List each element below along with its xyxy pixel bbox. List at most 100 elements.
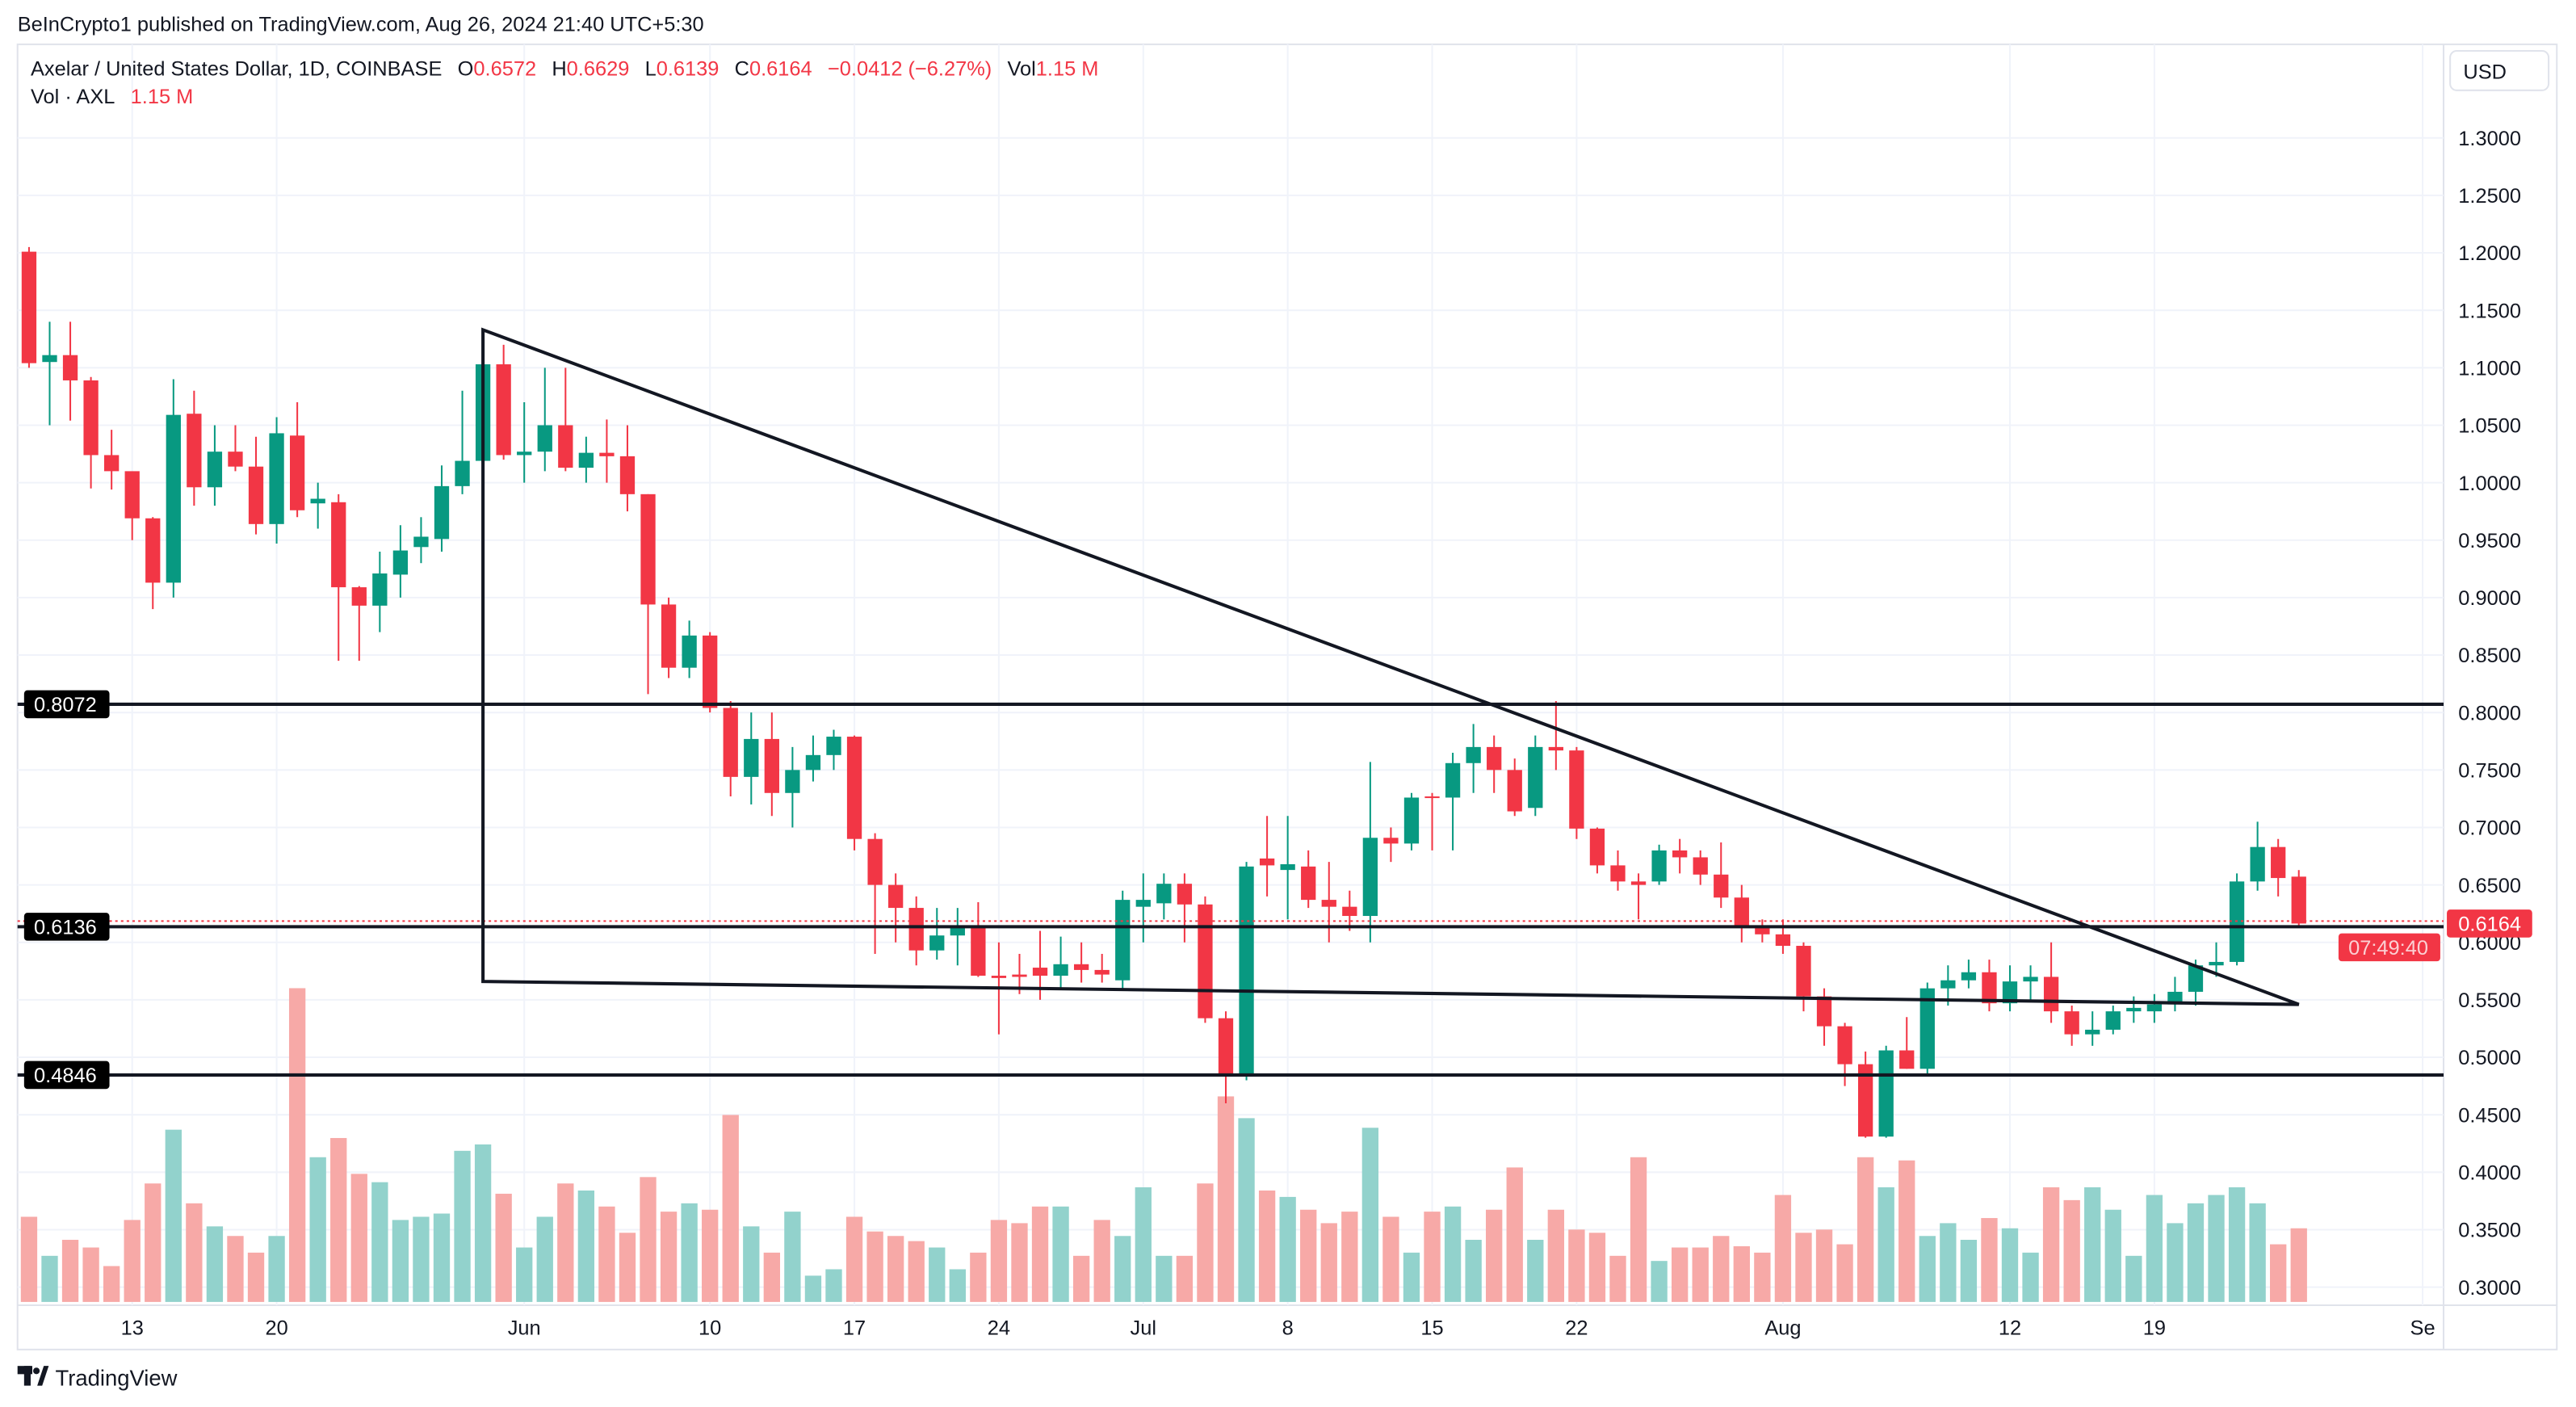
candle-body (1775, 934, 1791, 947)
volume-bar (2167, 1223, 2184, 1302)
candle-body (578, 452, 594, 468)
volume-bar (598, 1206, 615, 1302)
candle-body (1837, 1026, 1852, 1065)
candle-body (1135, 900, 1151, 907)
candle-body (434, 485, 450, 540)
candle-body (1259, 858, 1275, 866)
time-tick-label: Se (2410, 1317, 2435, 1340)
volume-bar (495, 1193, 512, 1302)
countdown-label: 07:49:40 (2348, 937, 2428, 960)
close-value: 0.6164 (749, 58, 812, 81)
candle-body (2146, 1004, 2163, 1012)
volume-bar (2001, 1228, 2019, 1302)
volume-bar (908, 1241, 925, 1302)
candle-body (1610, 865, 1626, 882)
candle-body (1012, 974, 1027, 977)
volume-bar (743, 1226, 760, 1302)
volume-bar (619, 1233, 636, 1302)
volume-indicator-label[interactable]: Vol · AXL (31, 86, 115, 108)
price-tick-label: 0.5500 (2458, 989, 2521, 1012)
drawings[interactable] (17, 327, 2444, 1077)
time-axis[interactable]: 13 20 Jun 10 17 24 Jul 8 15 22 Aug 12 19 Se (121, 1317, 2435, 1340)
price-axis[interactable]: 1.3000 1.2500 1.2000 1.1500 1.1000 1.0500 1.00… (2458, 128, 2521, 1300)
change-value: −0.0412 (−6.27%) (828, 58, 992, 81)
candle-body (331, 502, 346, 588)
candle-body (517, 452, 532, 456)
symbol-title[interactable]: Axelar / United States Dollar, 1D, COINB… (31, 58, 442, 81)
time-tick-label: 13 (121, 1317, 144, 1340)
price-tick-label: 0.3000 (2458, 1277, 2521, 1300)
candle-body (1115, 900, 1131, 981)
volume-bar (474, 1144, 492, 1302)
candle-body (1693, 857, 1708, 875)
candle-body (1734, 897, 1749, 928)
price-tick-label: 0.9500 (2458, 530, 2521, 552)
volume-bar (392, 1220, 409, 1302)
candle-body (703, 635, 718, 708)
candle-body (785, 770, 800, 793)
volume-bar (1692, 1247, 1709, 1302)
volume-bar (1135, 1187, 1152, 1302)
candle-body (888, 884, 904, 909)
volume-bar (1527, 1240, 1544, 1302)
close-label: C (735, 58, 749, 81)
candle-body (599, 452, 615, 456)
price-tick-label: 1.2500 (2458, 185, 2521, 208)
price-tick-label: 1.0500 (2458, 415, 2521, 438)
price-tick-label: 1.2000 (2458, 242, 2521, 265)
candle-body (1424, 796, 1440, 799)
volume-bar (887, 1236, 904, 1302)
volume-bar (165, 1129, 182, 1302)
volume-bar (1465, 1240, 1482, 1302)
volume-bar (763, 1252, 781, 1302)
time-tick-label: Aug (1764, 1317, 1801, 1340)
candle-body (1073, 964, 1089, 970)
volume-bar (990, 1220, 1008, 1302)
candle-body (723, 708, 738, 777)
candle-body (1714, 874, 1729, 898)
candle-body (1094, 969, 1110, 975)
candle-body (1383, 838, 1399, 844)
volume-bar (1093, 1220, 1110, 1302)
currency-button[interactable] (2449, 49, 2550, 91)
last-price-box (2447, 909, 2532, 938)
countdown-box (2338, 933, 2440, 962)
candle-body (413, 536, 429, 548)
time-tick-label: 19 (2143, 1317, 2166, 1340)
volume-bar (681, 1203, 698, 1302)
candle-body (372, 573, 388, 606)
volume-bar (1815, 1229, 1833, 1302)
volume-bar (413, 1216, 430, 1302)
candle-body (971, 926, 986, 976)
volume-bar (2187, 1203, 2205, 1302)
candle-body (2250, 846, 2265, 882)
candle-body (1919, 988, 1935, 1069)
candle-body (1569, 750, 1584, 829)
volume-bar (804, 1275, 822, 1302)
volume-bar (206, 1226, 224, 1302)
volume-bar (1960, 1240, 1978, 1302)
candle-body (826, 737, 841, 755)
candle-body (1672, 850, 1688, 858)
volume-bar (1898, 1160, 1915, 1302)
volume-bar (454, 1150, 471, 1302)
candle-body (1177, 884, 1193, 905)
time-tick-label: 22 (1565, 1317, 1588, 1340)
volume-bar (1713, 1236, 1730, 1302)
level-price-label: 0.8072 (34, 694, 97, 716)
volume-bar (145, 1183, 162, 1302)
candle-body (392, 550, 409, 575)
volume-bar (2270, 1244, 2287, 1302)
volume-bar (433, 1213, 451, 1302)
volume-bar (186, 1203, 203, 1302)
tradingview-logo[interactable]: TradingView (17, 1366, 178, 1391)
candle-body (1218, 1018, 1234, 1076)
candle-body (1156, 884, 1172, 904)
candle-body (558, 425, 573, 468)
published-caption: BeInCrypto1 published on TradingView.com… (18, 14, 704, 36)
time-tick-label: 20 (265, 1317, 287, 1340)
price-tick-label: 1.1000 (2458, 357, 2521, 380)
volume-bar (1919, 1236, 1936, 1302)
open-value: 0.6572 (473, 58, 536, 81)
